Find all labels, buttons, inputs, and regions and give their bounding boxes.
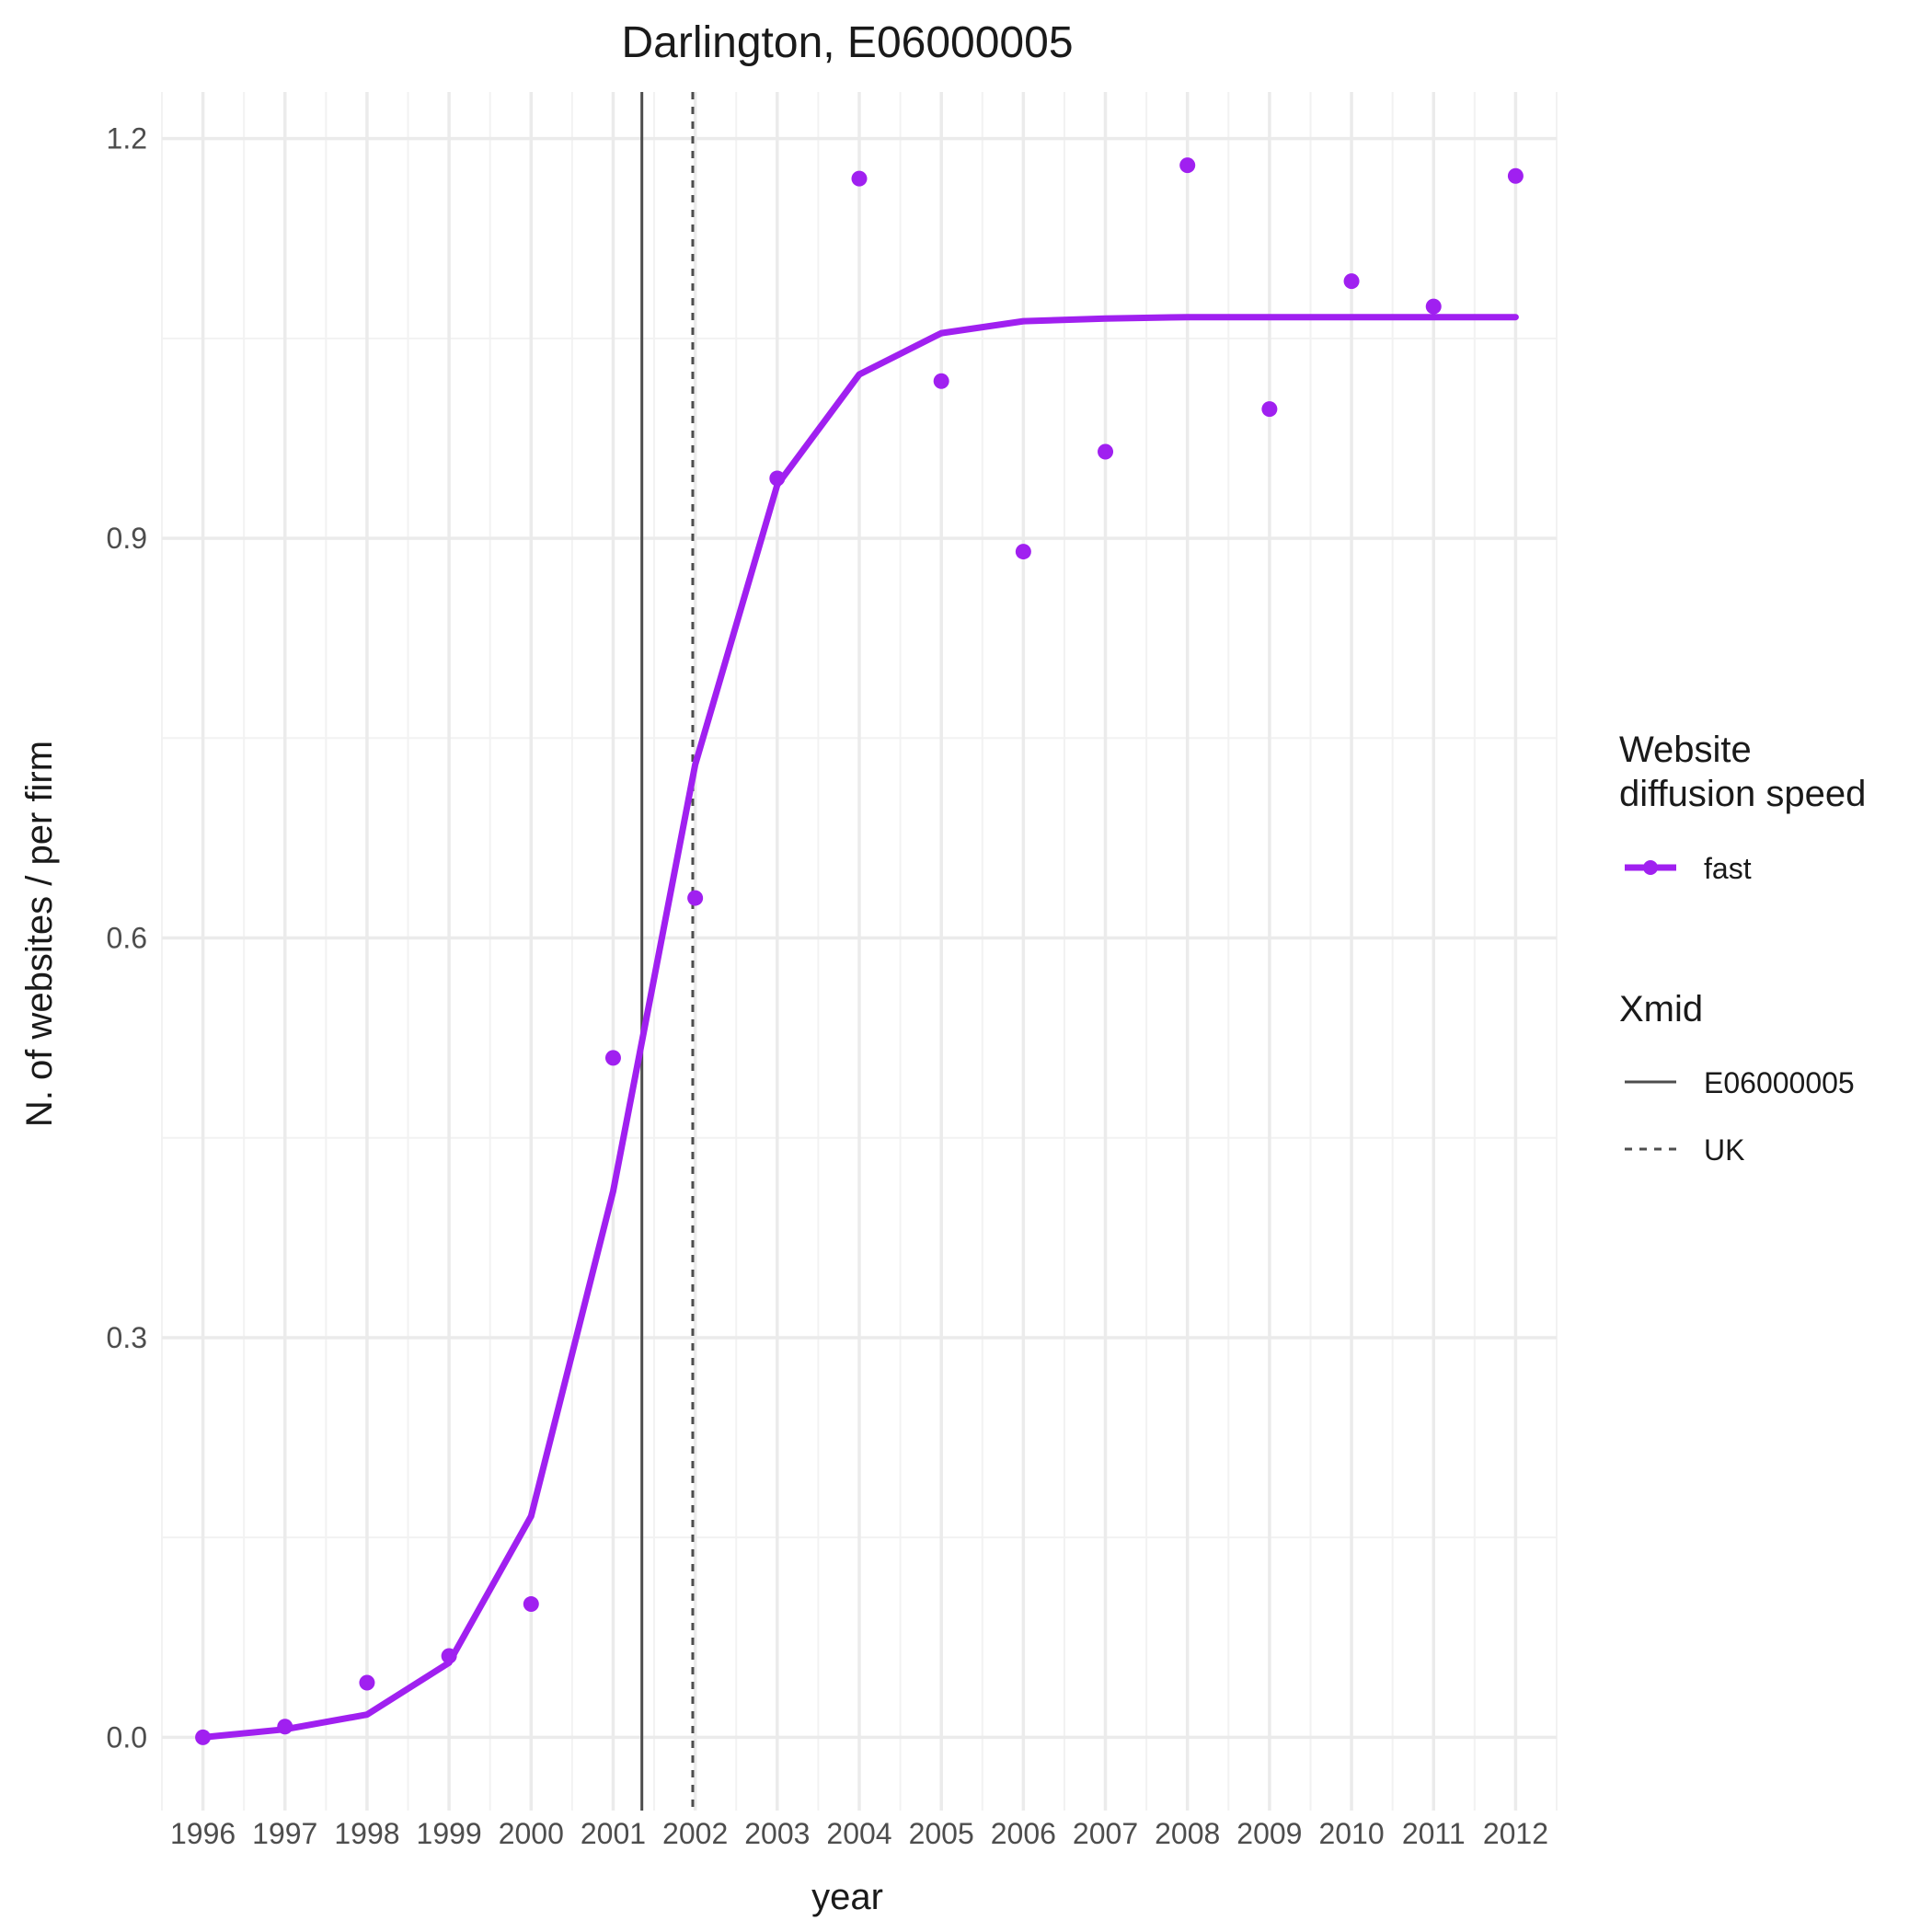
x-tick-label: 2004	[826, 1817, 891, 1850]
legend-item-uk: UK	[1625, 1133, 1744, 1167]
x-tick-label: 2011	[1402, 1817, 1466, 1850]
series	[195, 157, 1524, 1745]
data-point	[769, 470, 786, 487]
x-tick-label: 1996	[170, 1817, 236, 1850]
x-tick-label: 2001	[581, 1817, 646, 1850]
y-tick-label: 0.0	[107, 1720, 147, 1754]
y-axis-title: N. of websites / per firm	[19, 741, 60, 1127]
data-point	[359, 1674, 375, 1691]
data-point	[441, 1648, 457, 1664]
x-tick-label: 2008	[1155, 1817, 1220, 1850]
x-tick-label: 2002	[662, 1817, 728, 1850]
legend-label-uk: UK	[1704, 1133, 1744, 1167]
data-point	[687, 890, 704, 906]
x-tick-label: 1999	[417, 1817, 482, 1850]
legend-item-e06000005: E06000005	[1625, 1066, 1855, 1099]
legend-label-e06000005: E06000005	[1704, 1066, 1855, 1099]
x-tick-label: 1997	[252, 1817, 317, 1850]
x-axis-title: year	[811, 1877, 883, 1917]
x-tick-label: 2009	[1236, 1817, 1302, 1850]
x-tick-label: 2006	[991, 1817, 1056, 1850]
y-tick-label: 0.6	[107, 922, 147, 955]
data-point	[523, 1596, 539, 1613]
legend-speed-title-line1: Website	[1619, 730, 1752, 770]
data-point	[277, 1719, 293, 1735]
x-tick-label: 2000	[499, 1817, 564, 1850]
data-point	[1179, 157, 1196, 174]
legend-item-fast: fast	[1625, 852, 1752, 885]
series-line-fast	[200, 314, 1519, 1741]
data-point	[1015, 544, 1031, 560]
x-tick-label: 2012	[1483, 1817, 1548, 1850]
chart-title: Darlington, E06000005	[621, 18, 1073, 67]
data-point	[1343, 273, 1360, 290]
x-tick-label: 1998	[334, 1817, 399, 1850]
data-point	[1425, 298, 1442, 315]
data-point	[1261, 401, 1278, 418]
y-tick-label: 0.9	[107, 522, 147, 555]
y-tick-label: 0.3	[107, 1321, 147, 1354]
x-tick-label: 2007	[1073, 1817, 1138, 1850]
grid	[161, 92, 1558, 1811]
data-point	[933, 373, 949, 389]
x-axis-ticks: 1996 1997 1998 1999 2000 2001 2002 2003 2004 2005…	[170, 1817, 1548, 1850]
legend: Website diffusion speed fast Xmid E06000…	[1619, 730, 1866, 1167]
x-tick-label: 2010	[1318, 1817, 1384, 1850]
legend-label-fast: fast	[1704, 852, 1752, 885]
legend-xmid-title: Xmid	[1619, 989, 1703, 1029]
data-point	[195, 1729, 212, 1745]
data-point	[604, 1050, 621, 1066]
vlines	[640, 92, 695, 1811]
legend-speed-title-line2: diffusion speed	[1619, 774, 1866, 814]
data-point	[1098, 443, 1114, 460]
y-axis-ticks: 0.0 0.3 0.6 0.9 1.2	[107, 122, 147, 1754]
x-tick-label: 2003	[744, 1817, 810, 1850]
legend-key-fast-point	[1643, 860, 1658, 875]
x-tick-label: 2005	[909, 1817, 974, 1850]
data-point	[1507, 167, 1524, 184]
y-tick-label: 1.2	[107, 122, 147, 155]
data-point	[851, 170, 868, 187]
